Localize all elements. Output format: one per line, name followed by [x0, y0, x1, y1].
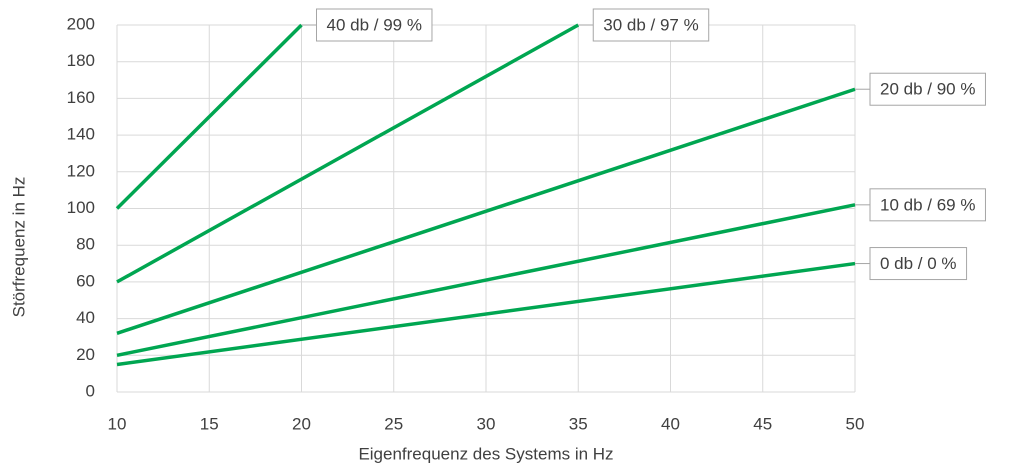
y-tick-label: 160: [67, 88, 95, 107]
series-label: 40 db / 99 %: [327, 15, 422, 34]
x-tick-label: 15: [200, 414, 219, 433]
line-series: [116, 203, 856, 358]
series-label: 30 db / 97 %: [603, 15, 698, 34]
y-axis-label: Störfrequenz in Hz: [9, 177, 28, 318]
y-tick-label: 20: [76, 345, 95, 364]
label-box: [869, 247, 968, 281]
line-series: [115, 23, 303, 210]
x-tick-label: 45: [753, 414, 772, 433]
x-tick-label: 30: [477, 414, 496, 433]
x-tick-label: 20: [292, 414, 311, 433]
y-tick-label: 0: [86, 381, 95, 400]
x-tick-label: 25: [384, 414, 403, 433]
label-box: [316, 8, 433, 42]
series-label: 10 db / 69 %: [880, 195, 975, 214]
y-tick-label: 200: [67, 14, 95, 33]
series-label: 20 db / 90 %: [880, 80, 975, 99]
y-tick-label: 80: [76, 235, 95, 254]
label-box: [869, 72, 986, 106]
y-tick-label: 40: [76, 308, 95, 327]
label-box: [592, 8, 710, 42]
line-series: [116, 87, 856, 335]
x-tick-label: 35: [569, 414, 588, 433]
y-tick-label: 140: [67, 125, 95, 144]
x-tick-label: 40: [661, 414, 680, 433]
line-series: [116, 261, 856, 367]
line-series: [116, 23, 580, 284]
y-tick-label: 60: [76, 271, 95, 290]
x-tick-label: 10: [108, 414, 127, 433]
y-tick-label: 120: [67, 161, 95, 180]
y-tick-label: 100: [67, 198, 95, 217]
series-label: 0 db / 0 %: [880, 254, 957, 273]
x-tick-label: 50: [846, 414, 865, 433]
x-axis-label: Eigenfrequenz des Systems in Hz: [358, 444, 613, 463]
y-tick-label: 180: [67, 51, 95, 70]
